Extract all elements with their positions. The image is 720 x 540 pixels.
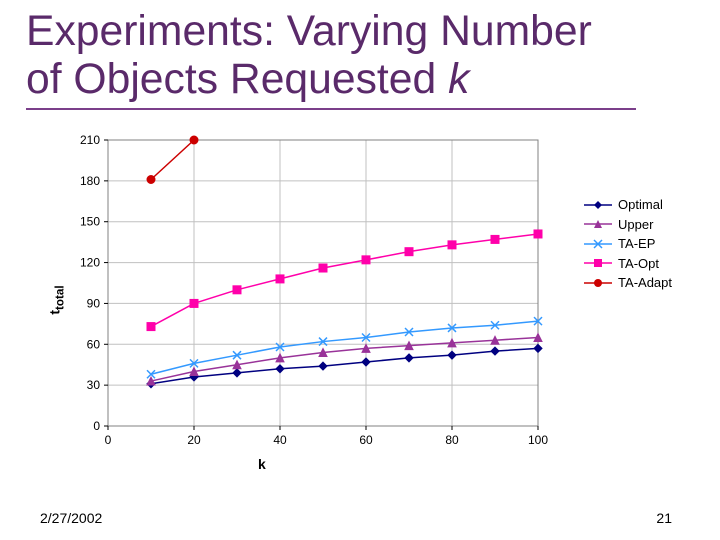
legend-item: Optimal — [584, 196, 672, 214]
slide: Experiments: Varying Number of Objects R… — [0, 0, 720, 540]
legend-item: TA-EP — [584, 235, 672, 253]
slide-title: Experiments: Varying Number of Objects R… — [26, 8, 694, 104]
legend-item: TA-Adapt — [584, 274, 672, 292]
legend-marker — [584, 217, 612, 231]
title-line1: Experiments: Varying Number — [26, 7, 592, 55]
legend-label: TA-EP — [618, 235, 655, 253]
footer-page: 21 — [656, 510, 672, 526]
title-line2a: of Objects Requested — [26, 55, 448, 103]
svg-text:120: 120 — [80, 256, 100, 270]
legend-label: TA-Opt — [618, 255, 659, 273]
svg-text:30: 30 — [87, 378, 101, 392]
legend-marker — [584, 256, 612, 270]
legend-label: Optimal — [618, 196, 663, 214]
svg-text:90: 90 — [87, 296, 101, 310]
svg-text:60: 60 — [87, 337, 101, 351]
svg-text:210: 210 — [80, 133, 100, 147]
svg-text:100: 100 — [528, 433, 548, 447]
svg-text:80: 80 — [445, 433, 459, 447]
legend: Optimal UpperTA-EP TA-OptTA-Adapt — [584, 194, 672, 294]
y-axis-label: ttotal — [47, 285, 67, 314]
legend-label: TA-Adapt — [618, 274, 672, 292]
title-underline — [26, 108, 636, 110]
footer-date: 2/27/2002 — [40, 510, 102, 526]
legend-marker — [584, 276, 612, 290]
legend-marker — [584, 237, 612, 251]
legend-item: TA-Opt — [584, 255, 672, 273]
x-axis-label: k — [258, 456, 266, 472]
svg-text:20: 20 — [187, 433, 201, 447]
legend-item: Upper — [584, 216, 672, 234]
svg-text:0: 0 — [105, 433, 112, 447]
chart: ttotal k OptimalUpperTA-EPTA-OptTA-Adapt… — [48, 130, 668, 470]
title-line2-k: k — [448, 55, 469, 103]
chart-svg: 0 30 60 90 120 150 180 210 0 20 40 60 80 100 — [48, 130, 668, 470]
legend-marker — [584, 198, 612, 212]
svg-text:40: 40 — [273, 433, 287, 447]
legend-label: Upper — [618, 216, 653, 234]
svg-text:150: 150 — [80, 215, 100, 229]
svg-text:60: 60 — [359, 433, 373, 447]
svg-text:0: 0 — [93, 419, 100, 433]
y-axis-label-sub: total — [54, 285, 67, 310]
svg-text:180: 180 — [80, 174, 100, 188]
